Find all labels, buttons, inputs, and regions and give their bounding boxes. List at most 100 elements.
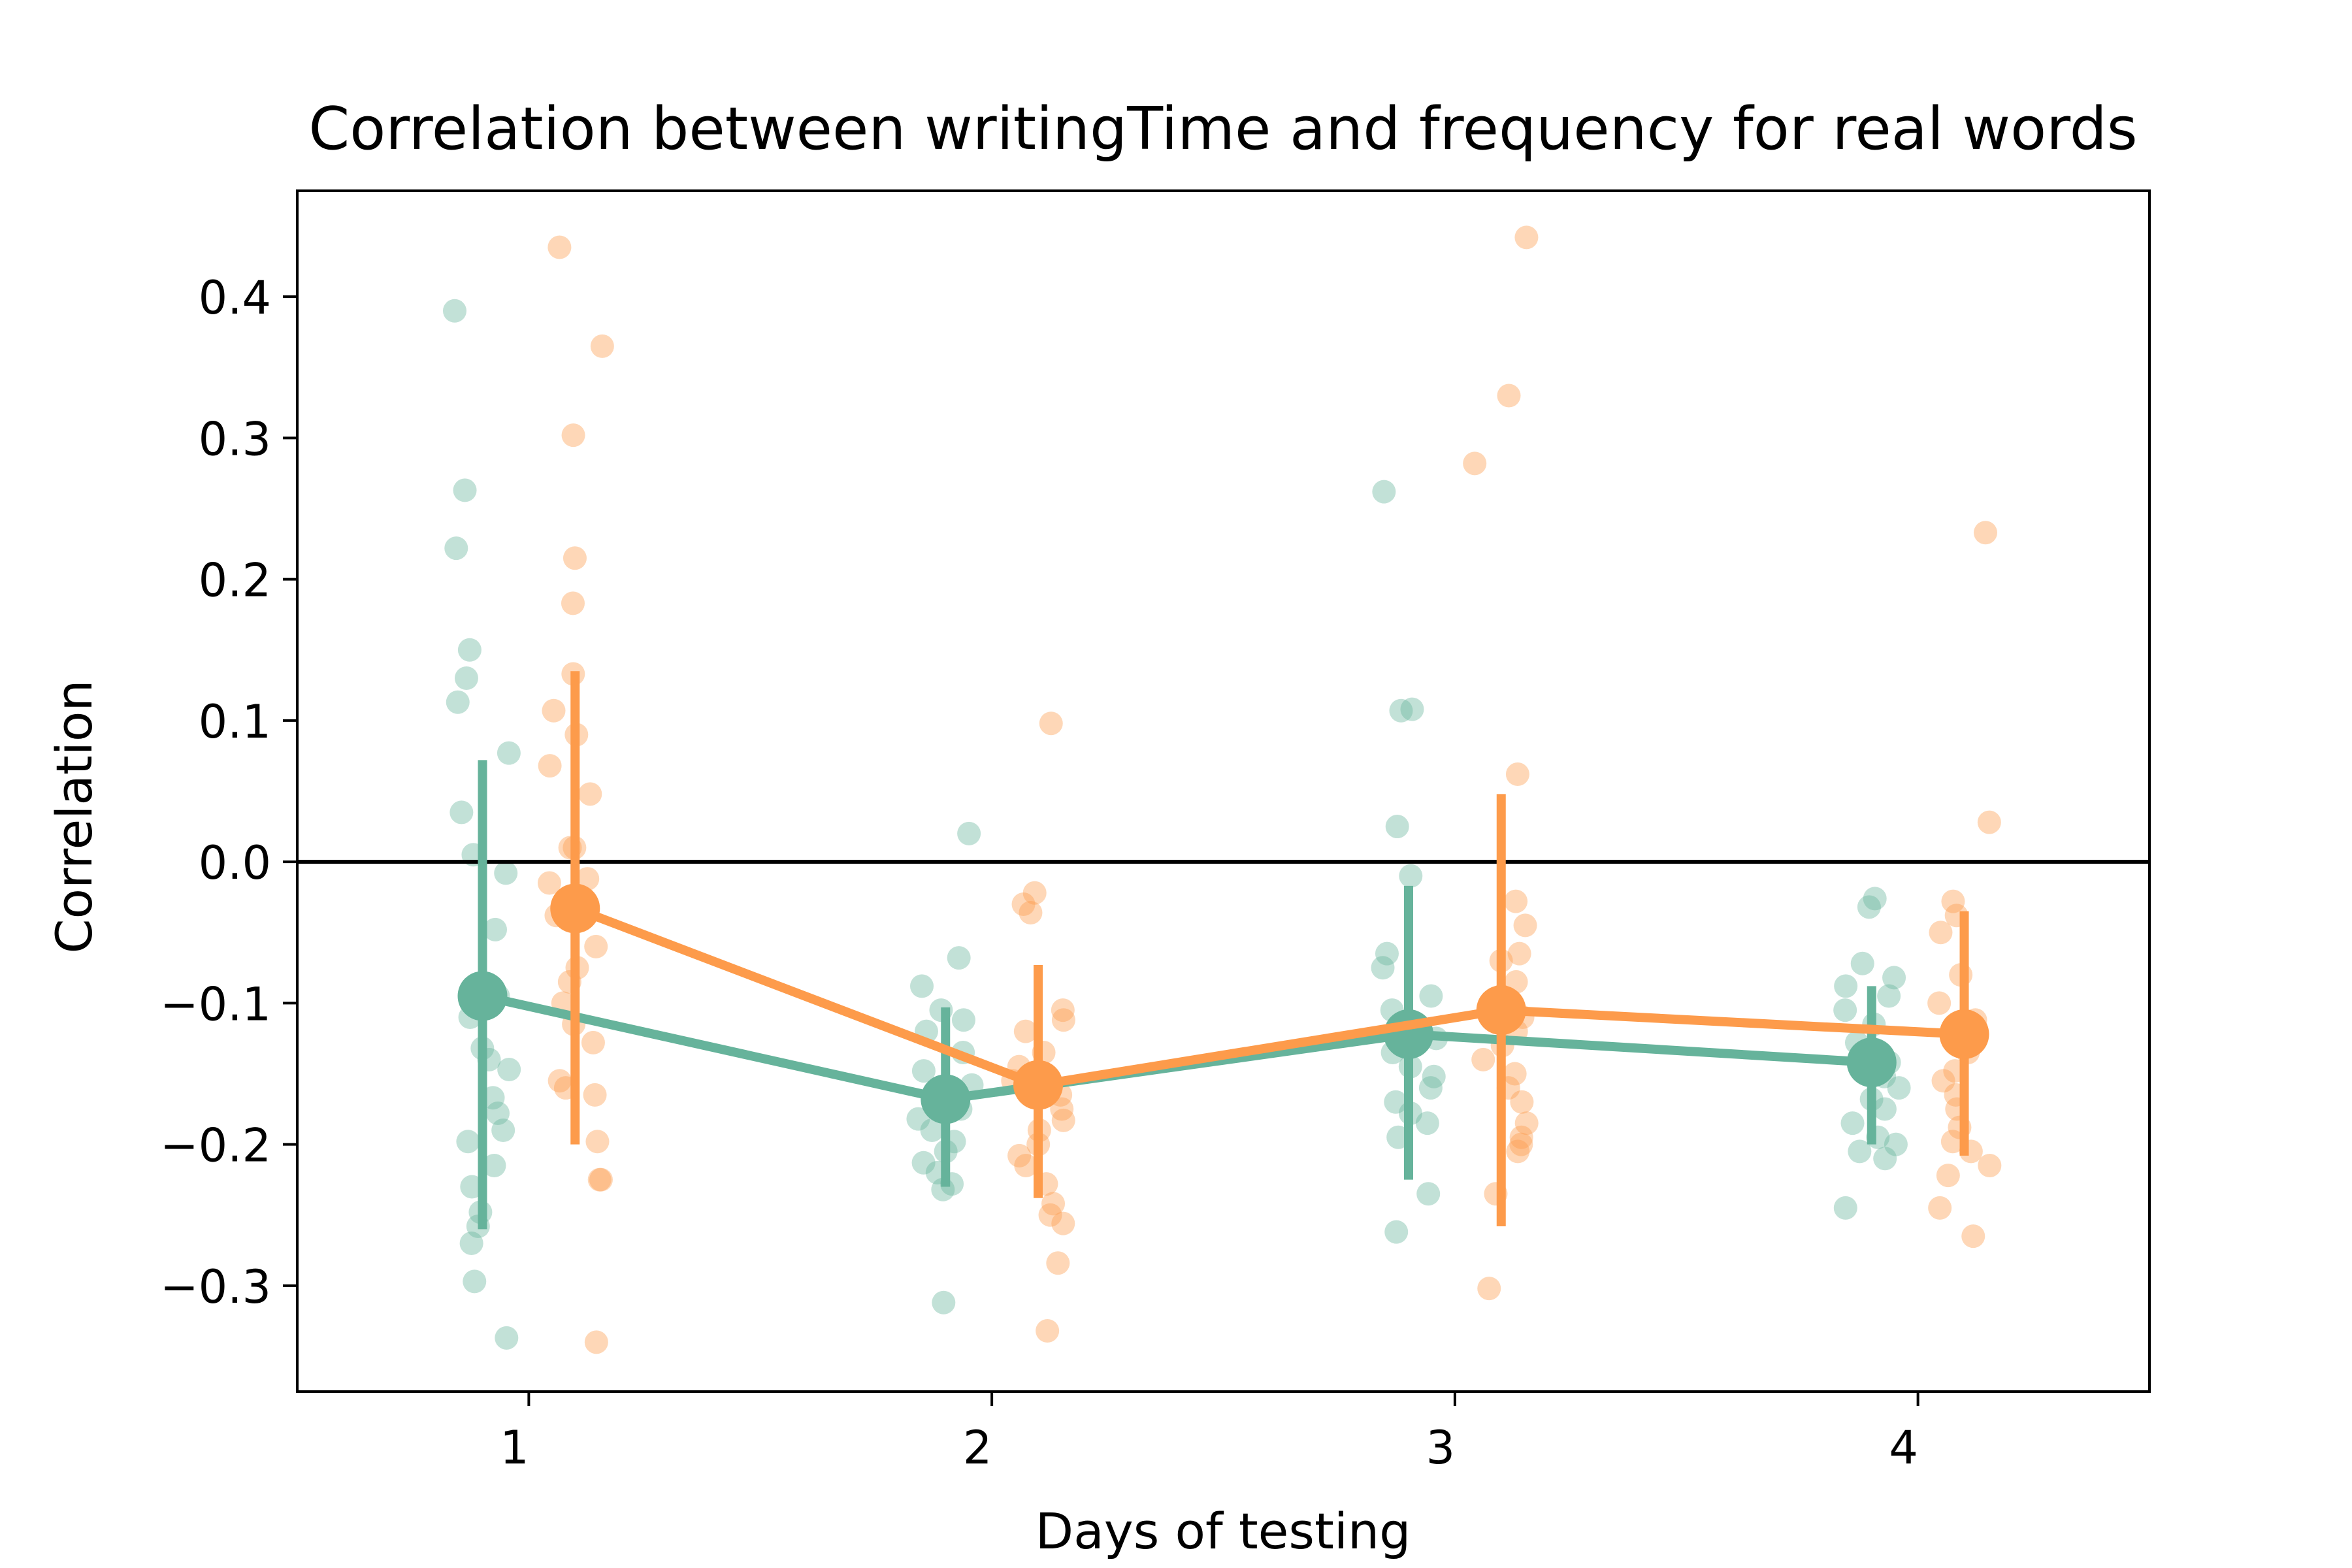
strip-point: [482, 1154, 506, 1178]
strip-point: [561, 591, 585, 615]
strip-point: [491, 1118, 515, 1142]
y-tick-label: 0.4: [199, 271, 271, 325]
strip-point: [1504, 889, 1528, 913]
strip-point: [1375, 941, 1399, 966]
strip-point: [1887, 1076, 1911, 1100]
y-tick-label: −0.3: [160, 1260, 271, 1314]
strip-point: [1882, 966, 1906, 990]
strip-point: [1415, 1111, 1439, 1135]
strip-point: [483, 917, 507, 941]
strip-point: [444, 536, 468, 561]
y-tick-label: 0.2: [199, 554, 271, 608]
x-tick-label: 4: [1889, 1421, 1918, 1475]
y-tick-label: 0.0: [199, 836, 271, 890]
strip-point: [1941, 889, 1965, 913]
strip-point: [1372, 480, 1396, 504]
strip-point: [1389, 698, 1413, 723]
strip-point: [1038, 1203, 1062, 1227]
axes: 0.4 0.3 0.2 0.1 0.0 −0.1 −0.2 −0.3 1 2 3 4: [160, 189, 2151, 1475]
mean-marker: [1939, 1009, 1989, 1059]
mean-line: [573, 904, 1965, 1090]
strip-point: [561, 423, 585, 448]
strip-point: [547, 235, 572, 259]
strip-point: [1385, 815, 1409, 839]
strip-point: [1041, 1192, 1066, 1216]
strip-point: [1036, 1319, 1060, 1343]
strip-point: [1873, 1147, 1897, 1171]
strip-point: [1928, 1196, 1952, 1220]
y-axis-label: Correlation: [45, 679, 103, 953]
strip-point: [1872, 1097, 1897, 1121]
strip-point: [584, 1330, 608, 1354]
strip-point: [1046, 1251, 1070, 1275]
strip-point: [1940, 1130, 1965, 1154]
strip-point: [1927, 991, 1952, 1015]
strip-point: [957, 821, 981, 845]
strip-point: [583, 1083, 607, 1107]
strip-point: [442, 299, 466, 323]
strip-point: [538, 754, 562, 778]
strip-point: [581, 1030, 605, 1054]
strip-point: [1884, 1132, 1908, 1156]
strip-point: [932, 1290, 956, 1315]
strip-point: [1019, 900, 1043, 924]
strip-point: [459, 1231, 483, 1255]
plot-area: [297, 225, 2149, 1354]
strip-point: [911, 1151, 936, 1175]
strip-point: [1384, 1090, 1408, 1114]
y-tick-label: −0.2: [160, 1119, 271, 1173]
mean-marker: [1846, 1037, 1897, 1088]
x-tick-label: 3: [1426, 1421, 1456, 1475]
strip-point: [590, 334, 614, 358]
strip-point: [1399, 864, 1423, 888]
strip-point: [589, 1168, 613, 1192]
strip-point: [481, 1086, 505, 1110]
strip-point: [1497, 384, 1521, 408]
strip-point: [911, 1059, 936, 1083]
strip-point: [906, 1107, 930, 1131]
strip-point: [578, 782, 602, 806]
strip-point: [1371, 956, 1395, 980]
chart-title: Correlation between writingTime and freq…: [308, 95, 2137, 163]
strip-point: [453, 478, 477, 502]
mean-marker: [1013, 1060, 1063, 1110]
strip-point: [456, 1130, 480, 1154]
strip-point: [951, 1008, 975, 1032]
mean-marker: [1384, 1009, 1433, 1059]
strip-point: [1039, 711, 1063, 736]
strip-point: [1863, 887, 1887, 911]
strip-point: [1011, 892, 1036, 916]
plot-frame: [296, 189, 2151, 1393]
strip-point: [1978, 1154, 2002, 1178]
strip-point: [1007, 1143, 1032, 1168]
x-tick-label: 2: [963, 1421, 992, 1475]
x-tick-label: 1: [500, 1421, 529, 1475]
strip-point: [1477, 1277, 1501, 1301]
strip-point: [497, 741, 521, 765]
strip-point: [1931, 1069, 1955, 1093]
strip-point: [1834, 974, 1858, 998]
strip-point: [547, 1069, 572, 1093]
strip-point: [1471, 1047, 1495, 1071]
strip-point: [454, 666, 478, 691]
strip-point: [463, 1269, 487, 1294]
y-tick-label: −0.1: [160, 977, 271, 1031]
strip-point: [1503, 1062, 1527, 1086]
y-tick-label: 0.1: [199, 695, 271, 749]
strip-point: [1936, 1164, 1960, 1188]
strip-point: [1422, 1064, 1446, 1088]
strip-point: [1850, 951, 1874, 975]
strip-point: [537, 871, 561, 895]
strip-point: [585, 1130, 610, 1154]
strip-point: [542, 698, 566, 723]
mean-marker: [1476, 985, 1526, 1036]
strip-point: [1418, 1076, 1443, 1100]
mean-marker: [457, 971, 508, 1021]
strip-point: [1419, 984, 1443, 1008]
strip-point: [1973, 521, 1997, 545]
strip-point: [1013, 1019, 1037, 1043]
x-axis-label: Days of testing: [1036, 1502, 1411, 1560]
strip-point: [497, 1057, 521, 1081]
strip-point: [1833, 998, 1857, 1022]
